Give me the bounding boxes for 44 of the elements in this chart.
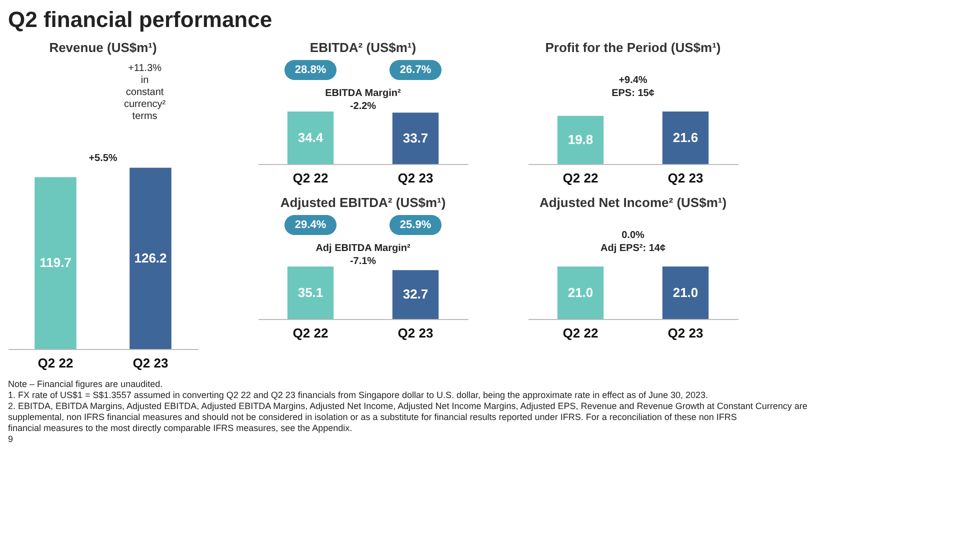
x-tick-label: Q2 23 bbox=[398, 170, 434, 186]
annotation: -7.1% bbox=[350, 256, 376, 267]
data-label: 21.0 bbox=[672, 284, 698, 300]
text: Adj EPS²: 14¢ bbox=[600, 243, 666, 254]
text: 28.8% bbox=[294, 64, 326, 76]
text: +9.4% bbox=[618, 75, 648, 86]
data-label: 119.7 bbox=[40, 255, 72, 270]
x-tick-label: Q2 23 bbox=[132, 356, 168, 370]
x-tick-label: Q2 22 bbox=[562, 326, 598, 340]
x-tick-label: Q2 22 bbox=[562, 170, 598, 186]
x-tick-label: Q2 23 bbox=[668, 170, 704, 186]
chart-title: Revenue (US$m¹) bbox=[49, 40, 157, 55]
x-tick-label: Q2 22 bbox=[292, 326, 328, 340]
text: +11.3% in constant currency² terms bbox=[124, 63, 166, 122]
data-label: 33.7 bbox=[402, 130, 428, 146]
x-tick-label: Q2 23 bbox=[668, 326, 704, 340]
chart-title: EBITDA² (US$m¹) bbox=[310, 40, 416, 55]
text: 1. FX rate of US$1 = S$1.3557 assumed in converting Q2 22 and Q2 23 financials from Singapore dollar to U.S. dollar, being the approximate rate in effect as of June 30, 2023. bbox=[8, 390, 708, 400]
text: 25.9% bbox=[400, 219, 432, 231]
x-tick-label: Q2 22 bbox=[292, 170, 328, 186]
text: 26.7% bbox=[400, 64, 432, 76]
x-tick-label: Q2 22 bbox=[38, 356, 74, 370]
text: 2. EBITDA, EBITDA Margins, Adjusted EBITDA, Adjusted EBITDA Margins, Adjusted Net Income, Adjusted Net Income Margins, Adjusted EPS, Revenue and Revenue Growth at Constant Currency are supplemental, non IFRS financial measures and should not be considered in isolation or as a substitute for financial results reported under IFRS. For a reconciliation of these non IFRS financial measures to the most directly comparable IFRS measures, see the Appendix. bbox=[8, 401, 808, 433]
text: Q2 financial performance bbox=[8, 7, 272, 32]
text: +5.5% bbox=[88, 153, 118, 164]
text: 29.4% bbox=[294, 219, 326, 231]
chart-title: Profit for the Period (US$m¹) bbox=[545, 40, 721, 55]
text: EPS: 15¢ bbox=[612, 88, 655, 99]
text: 9 bbox=[8, 434, 14, 444]
chart-title: Adjusted EBITDA² (US$m¹) bbox=[280, 195, 446, 210]
x-tick-label: Q2 23 bbox=[398, 326, 434, 340]
chart-title: Adjusted Net Income² (US$m¹) bbox=[539, 195, 727, 210]
data-label: 126.2 bbox=[134, 250, 167, 266]
text: Note – Financial figures are unaudited. bbox=[8, 379, 163, 389]
data-label: 21.6 bbox=[672, 130, 698, 145]
data-label: 35.1 bbox=[298, 284, 324, 300]
text: Adj EBITDA Margin² bbox=[316, 243, 411, 254]
text: EBITDA Margin² bbox=[325, 88, 402, 99]
annotation: -2.2% bbox=[350, 101, 376, 112]
text: 0.0% bbox=[622, 230, 645, 241]
data-label: 34.4 bbox=[298, 130, 324, 145]
data-label: 19.8 bbox=[568, 132, 594, 147]
data-label: 21.0 bbox=[568, 284, 594, 300]
data-label: 32.7 bbox=[402, 286, 428, 302]
